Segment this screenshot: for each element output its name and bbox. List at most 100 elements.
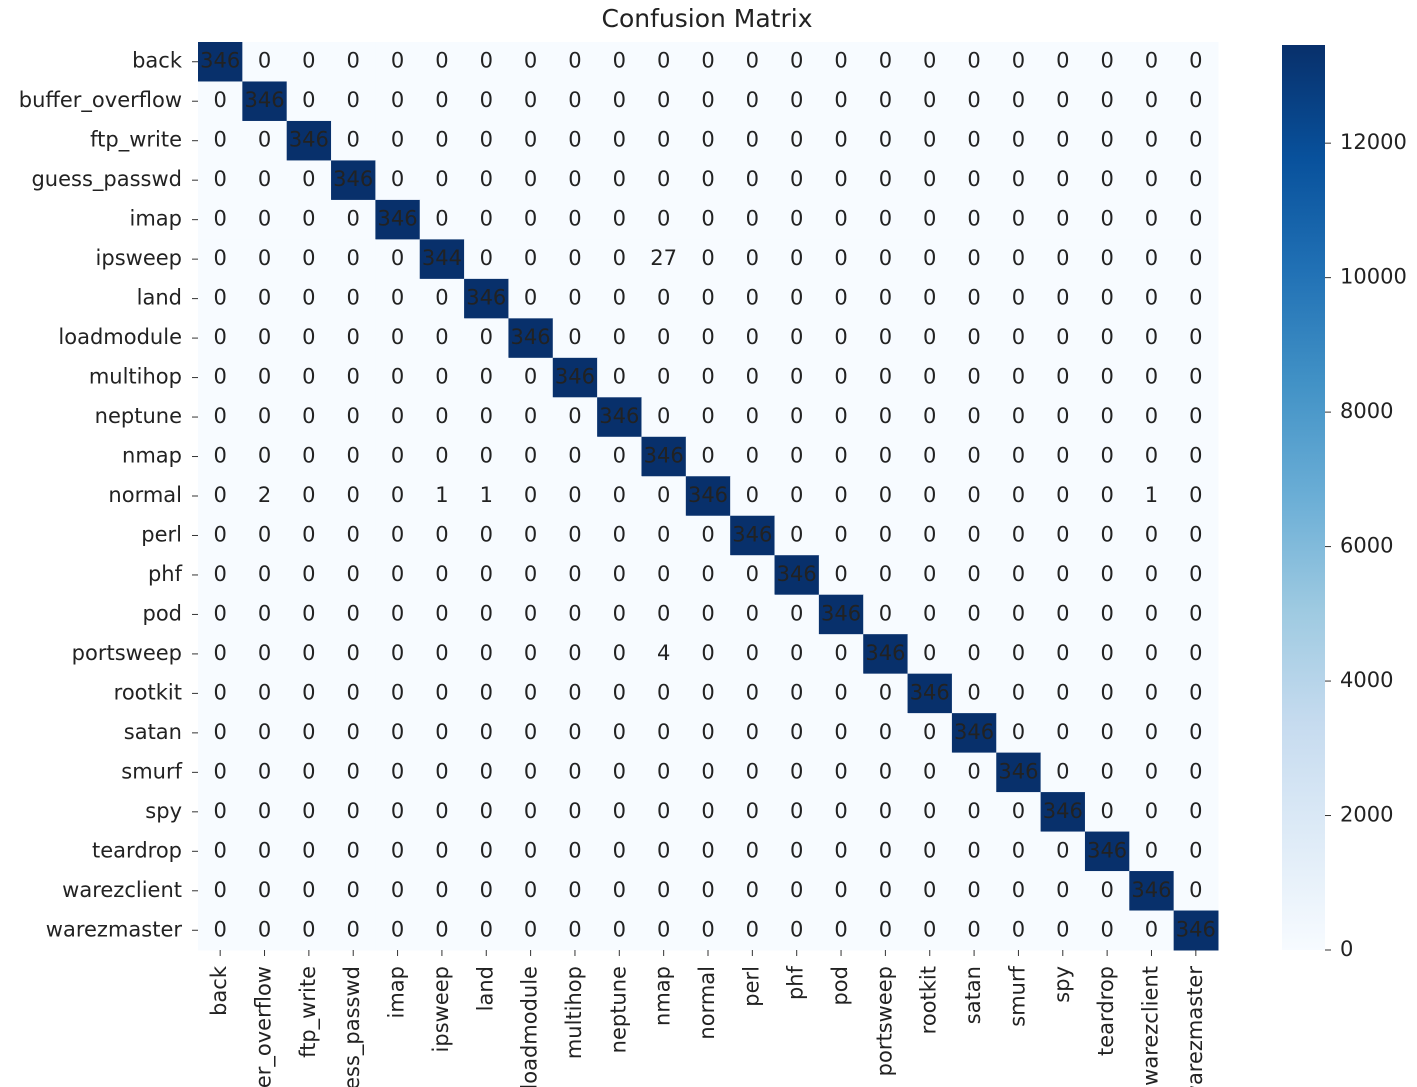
cell [597, 831, 642, 872]
cell [198, 555, 243, 596]
cell [1040, 515, 1086, 556]
cell [198, 160, 243, 201]
cell-label: 0 [967, 128, 980, 152]
cell [730, 555, 776, 596]
cell-label: 0 [435, 88, 448, 112]
cell-label: 0 [1012, 601, 1025, 625]
cell [996, 515, 1042, 556]
y-tick-label: ftp_write [90, 128, 182, 153]
cell [198, 792, 243, 833]
cell [818, 673, 864, 714]
cell [464, 910, 509, 951]
cell [508, 318, 554, 359]
y-tick-label: rootkit [114, 680, 182, 704]
cell-label: 0 [1012, 878, 1025, 902]
cell-label: 0 [790, 286, 803, 310]
cell-label: 0 [347, 49, 360, 73]
cell-label: 0 [657, 167, 670, 191]
cell [1040, 910, 1086, 951]
cell [685, 160, 731, 201]
cell [375, 634, 421, 675]
cell [685, 357, 731, 398]
cell [685, 515, 731, 556]
cell [198, 673, 243, 714]
cell-label: 0 [1100, 917, 1113, 941]
cell-label: 0 [480, 720, 493, 744]
cell [464, 81, 509, 122]
cell-label: 0 [347, 878, 360, 902]
cell [375, 910, 421, 951]
cell-label: 0 [923, 759, 936, 783]
x-tick-label: nmap [651, 966, 675, 1026]
cell [375, 239, 421, 280]
cell [863, 871, 909, 912]
cell [375, 357, 421, 398]
cell-label: 0 [834, 246, 847, 270]
cell [863, 831, 909, 872]
cell-label: 0 [923, 49, 936, 73]
cell [1084, 199, 1130, 240]
cell [1173, 594, 1219, 635]
x-tick-label: satan [961, 966, 985, 1024]
cell-label: 0 [391, 838, 404, 862]
cell-label: 0 [1100, 680, 1113, 704]
cell-label: 0 [1100, 720, 1113, 744]
cell [1173, 831, 1219, 872]
cell [464, 436, 509, 477]
cell-label: 0 [790, 878, 803, 902]
cell [375, 555, 421, 596]
cell-label: 0 [213, 207, 226, 231]
cell [375, 160, 421, 201]
cell [464, 397, 509, 438]
cell-label: 0 [435, 917, 448, 941]
cell [685, 318, 731, 359]
cell [685, 594, 731, 635]
x-tick-label: smurf [1005, 965, 1029, 1026]
cell-label: 0 [1189, 444, 1202, 468]
cell [730, 831, 776, 872]
y-tick-label: smurf [121, 759, 182, 783]
cell [552, 42, 598, 82]
cell [419, 752, 465, 793]
cell [242, 160, 288, 201]
cell [863, 792, 909, 833]
cell-label: 0 [1145, 365, 1158, 389]
cell [552, 120, 598, 161]
cell [1129, 910, 1175, 951]
cell-label: 0 [1100, 365, 1113, 389]
cell-label: 0 [1012, 246, 1025, 270]
cell [597, 594, 642, 635]
cell [1129, 397, 1175, 438]
cell-label: 0 [613, 522, 626, 546]
x-tick-label: rootkit [917, 966, 941, 1034]
cell-label: 0 [657, 483, 670, 507]
cell-label: 0 [923, 365, 936, 389]
y-tick-label: satan [124, 720, 182, 744]
cell-label: 0 [834, 49, 847, 73]
cell-label: 0 [480, 917, 493, 941]
y-tick-label: warezclient [62, 878, 182, 902]
cell-label: 0 [967, 878, 980, 902]
cell-label: 0 [613, 720, 626, 744]
cell-label: 0 [258, 799, 271, 823]
cell [641, 81, 687, 122]
cell [508, 278, 554, 319]
cell [730, 673, 776, 714]
cell [996, 318, 1042, 359]
cell [996, 634, 1042, 675]
cell-label: 346 [732, 522, 772, 546]
cell-label: 0 [568, 522, 581, 546]
cell [552, 792, 598, 833]
cell-label: 346 [1043, 799, 1083, 823]
cell [419, 160, 465, 201]
cell-label: 0 [391, 917, 404, 941]
cell [1173, 239, 1219, 280]
cell [863, 713, 909, 754]
cell-label: 346 [378, 207, 418, 231]
cell-label: 0 [347, 680, 360, 704]
y-tick-label: buffer_overflow [19, 88, 182, 113]
cell [730, 594, 776, 635]
cell [1040, 673, 1086, 714]
cell-label: 0 [258, 167, 271, 191]
cell-label: 0 [879, 878, 892, 902]
